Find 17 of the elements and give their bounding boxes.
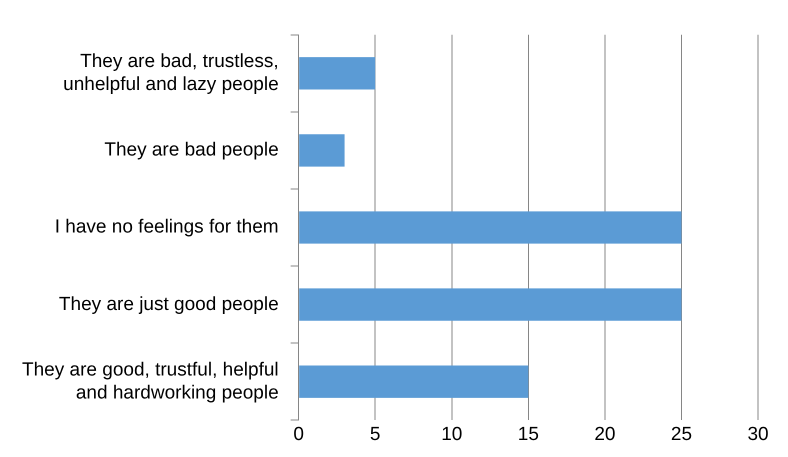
y-tick-label: They are bad, trustless, unhelpful and lazy people <box>63 51 279 95</box>
x-tick-label: 25 <box>670 424 692 445</box>
bar <box>299 57 376 90</box>
y-tick-label: They are bad people <box>104 140 279 161</box>
bar <box>299 211 682 244</box>
bar <box>299 365 528 398</box>
x-tick-label: 5 <box>370 424 380 445</box>
x-tick-label: 0 <box>293 424 304 445</box>
x-tick-label: 30 <box>747 424 769 445</box>
bar <box>299 134 345 167</box>
y-tick-label: They are just good people <box>58 294 279 315</box>
bar <box>299 288 682 321</box>
y-tick-label: They are good, trustful, helpful and hardworking people <box>22 359 279 404</box>
x-tick-label: 20 <box>594 424 616 445</box>
x-tick-label: 10 <box>441 424 462 445</box>
x-tick-label: 15 <box>518 424 539 445</box>
y-tick-label: I have no feelings for them <box>54 216 279 238</box>
